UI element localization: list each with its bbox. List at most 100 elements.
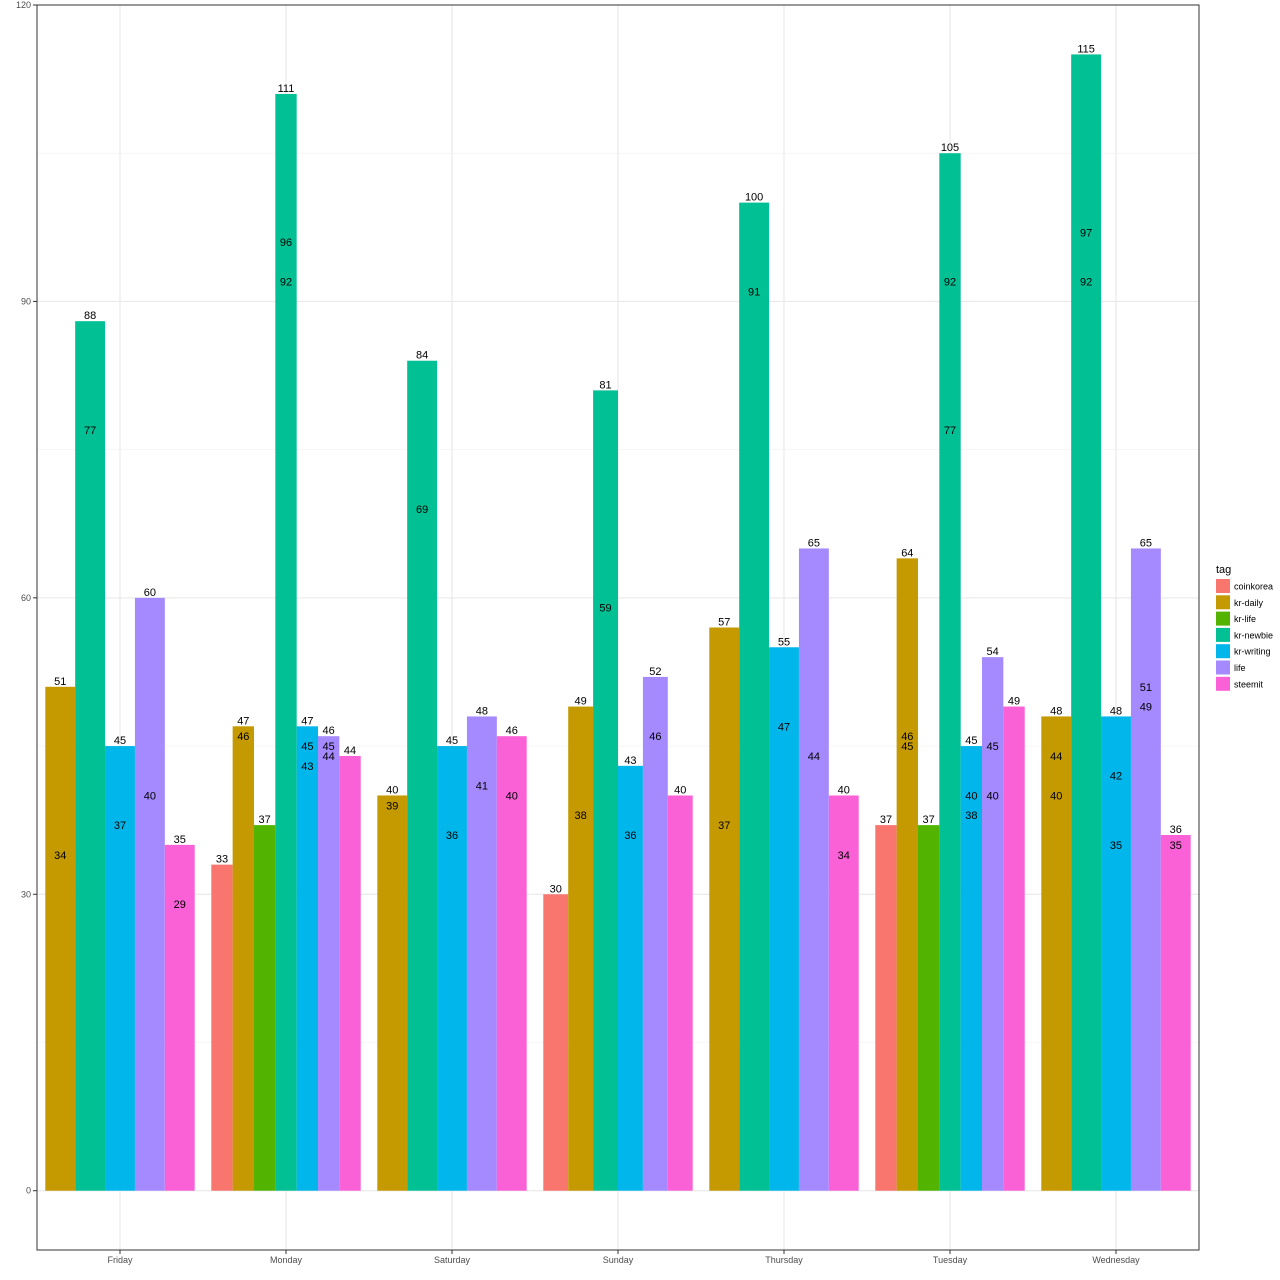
bar-inner-label: 45 (323, 741, 335, 753)
bar-monday-kr-newbie (275, 93, 297, 1191)
bar-inner-label: 38 (575, 810, 587, 822)
bar-inner-label: 45 (301, 741, 313, 753)
bar-inner-label: 40 (144, 790, 156, 802)
y-tick-label: 90 (21, 296, 31, 306)
bar-inner-label: 34 (54, 850, 66, 862)
bar-value-label: 30 (550, 883, 562, 895)
legend-key-steemit (1216, 676, 1230, 691)
legend-label-kr-daily: kr-daily (1234, 598, 1264, 608)
bar-inner-label: 47 (778, 721, 790, 733)
bar-inner-label: 39 (386, 800, 398, 812)
x-tick-label: Wednesday (1092, 1255, 1140, 1265)
bar-value-label: 40 (674, 784, 686, 796)
bar-value-label: 65 (808, 537, 820, 549)
bar-inner-label: 41 (476, 781, 488, 793)
bar-inner-label: 51 (1140, 682, 1152, 694)
y-tick-label: 60 (21, 593, 31, 603)
bar-saturday-steemit (496, 736, 527, 1191)
bar-saturday-kr-writing (437, 746, 467, 1191)
bar-tuesday-kr-life (917, 825, 940, 1191)
bar-inner-label: 35 (1170, 840, 1182, 852)
bar-value-label: 57 (718, 617, 730, 629)
legend-key-kr-writing (1216, 644, 1230, 659)
bar-sunday-life (642, 676, 668, 1191)
x-tick-label: Saturday (434, 1255, 471, 1265)
bar-sunday-kr-daily (568, 706, 594, 1191)
bar-inner-label: 91 (748, 287, 760, 299)
bar-value-label: 45 (965, 735, 977, 747)
bar-inner-label: 42 (1110, 771, 1122, 783)
bar-inner-label: 38 (965, 810, 977, 822)
bar-inner-label: 44 (1050, 751, 1062, 763)
bar-inner-label: 92 (944, 277, 956, 289)
bar-wednesday-steemit (1160, 835, 1191, 1191)
bar-value-label: 49 (1008, 696, 1020, 708)
bar-value-label: 45 (446, 735, 458, 747)
bar-inner-label: 36 (624, 830, 636, 842)
legend-label-kr-life: kr-life (1234, 614, 1256, 624)
bar-value-label: 47 (237, 715, 249, 727)
bar-value-label: 47 (301, 715, 313, 727)
bar-value-label: 84 (416, 350, 428, 362)
bar-value-label: 115 (1077, 43, 1095, 55)
bar-value-label: 48 (1050, 705, 1062, 717)
bar-value-label: 81 (599, 379, 611, 391)
bar-inner-label: 37 (114, 820, 126, 832)
bar-value-label: 43 (624, 755, 636, 767)
bar-inner-label: 45 (901, 741, 913, 753)
legend-label-kr-writing: kr-writing (1234, 647, 1271, 657)
bar-monday-kr-daily (232, 726, 254, 1191)
bar-sunday-coinkorea (543, 894, 569, 1191)
bar-wednesday-kr-daily (1041, 716, 1072, 1191)
bar-inner-label: 59 (599, 603, 611, 615)
bar-tuesday-life (982, 657, 1004, 1191)
bar-value-label: 49 (575, 696, 587, 708)
bar-thursday-steemit (828, 795, 859, 1191)
bar-friday-life (134, 597, 165, 1191)
bar-inner-label: 97 (1080, 227, 1092, 239)
legend-key-kr-daily (1216, 595, 1230, 610)
x-tick-label: Friday (107, 1255, 133, 1265)
bar-inner-label: 40 (965, 790, 977, 802)
legend-title: tag (1216, 564, 1231, 576)
y-tick-label: 120 (16, 0, 31, 10)
bar-value-label: 60 (144, 587, 156, 599)
legend-key-kr-newbie (1216, 627, 1230, 642)
bar-inner-label: 77 (84, 425, 96, 437)
bar-friday-kr-writing (105, 746, 135, 1191)
bar-tuesday-kr-newbie (939, 153, 961, 1191)
bar-inner-label: 69 (416, 504, 428, 516)
bar-thursday-life (798, 548, 829, 1191)
bar-tuesday-steemit (1003, 706, 1025, 1191)
bar-value-label: 37 (259, 814, 271, 826)
bar-monday-steemit (339, 755, 361, 1191)
bar-inner-label: 29 (174, 899, 186, 911)
bar-thursday-kr-writing (769, 647, 799, 1191)
bar-monday-kr-writing (296, 726, 319, 1191)
bar-value-label: 33 (216, 854, 228, 866)
bar-value-label: 88 (84, 310, 96, 322)
bar-saturday-kr-newbie (407, 360, 438, 1191)
bar-sunday-kr-writing (618, 765, 643, 1191)
bar-monday-coinkorea (211, 864, 233, 1191)
y-tick-label: 30 (21, 889, 31, 899)
bar-inner-label: 43 (301, 761, 313, 773)
bar-wednesday-kr-newbie (1071, 54, 1102, 1191)
bar-inner-label: 36 (446, 830, 458, 842)
bar-value-label: 36 (1170, 824, 1182, 836)
bar-friday-kr-daily (45, 686, 76, 1191)
bar-value-label: 37 (923, 814, 935, 826)
x-tick-label: Sunday (603, 1255, 634, 1265)
bar-inner-label: 34 (838, 850, 850, 862)
bar-saturday-life (466, 716, 497, 1191)
x-tick-label: Tuesday (933, 1255, 968, 1265)
bar-saturday-kr-daily (377, 795, 408, 1191)
legend-key-coinkorea (1216, 579, 1230, 593)
bar-inner-label: 77 (944, 425, 956, 437)
bar-inner-label: 92 (1080, 277, 1092, 289)
bar-inner-label: 40 (506, 790, 518, 802)
bar-inner-label: 44 (808, 751, 820, 763)
bar-value-label: 64 (901, 547, 913, 559)
